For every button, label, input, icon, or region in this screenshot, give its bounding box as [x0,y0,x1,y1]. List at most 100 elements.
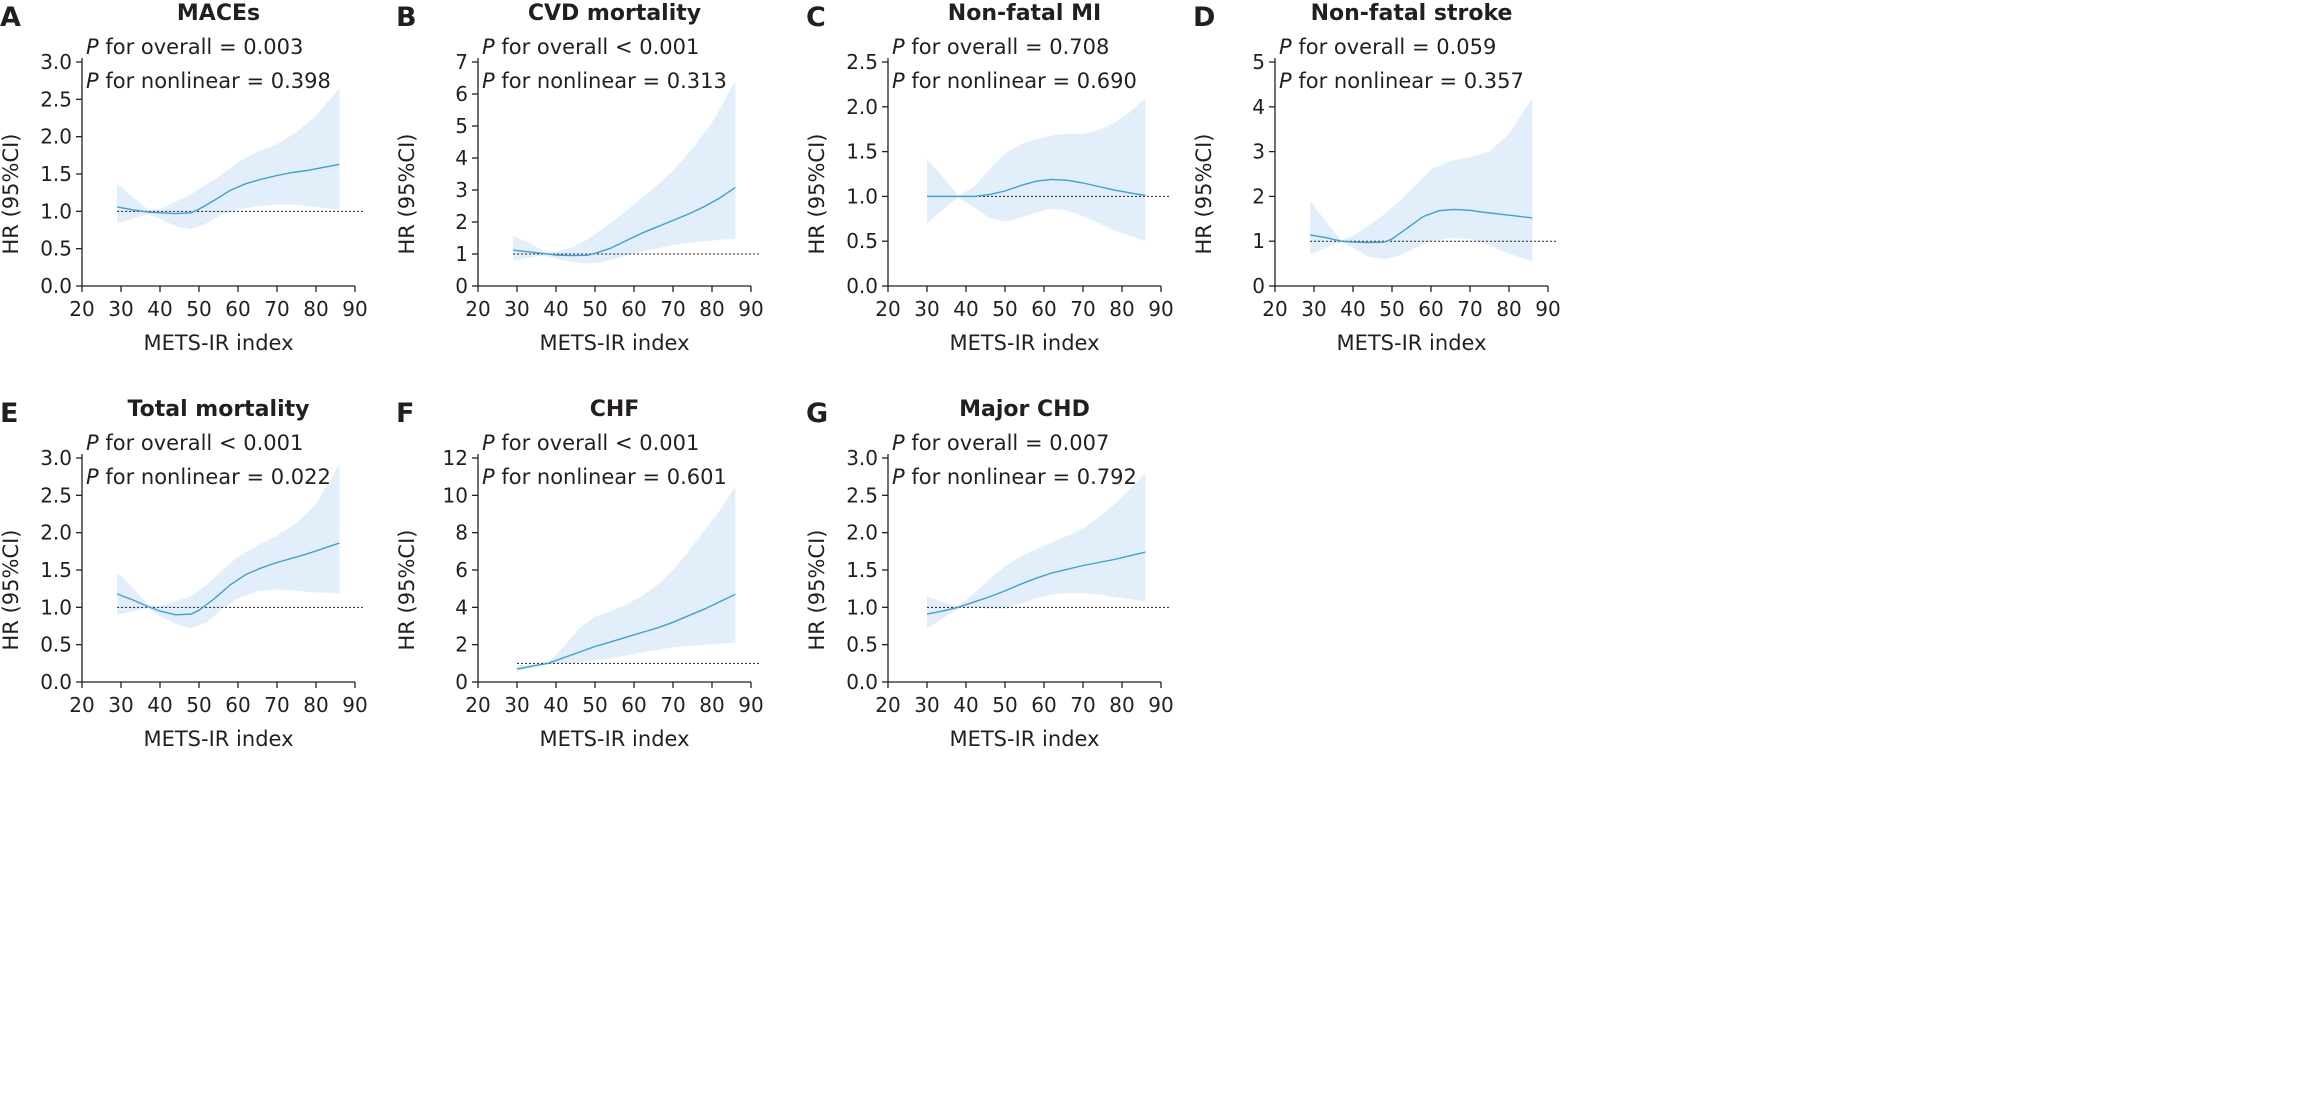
stat-value: for nonlinear = 0.601 [495,465,727,489]
y-tick-label: 3 [455,178,468,202]
y-axis-label: HR (95%CI) [0,530,23,651]
stat-nonlinear: P for nonlinear = 0.601 [482,465,727,489]
x-tick-label: 70 [1070,693,1095,717]
stat-value: for nonlinear = 0.690 [905,69,1137,93]
ci-band [117,88,340,230]
panel-letter: C [806,2,826,33]
y-tick-label: 1.0 [40,595,72,619]
y-tick-label: 0.5 [846,229,878,253]
x-tick-label: 60 [225,693,250,717]
y-tick-label: 7 [455,50,468,74]
p-symbol: P [892,35,905,59]
p-symbol: P [86,69,99,93]
y-axis-label: HR (95%CI) [805,530,829,651]
panel-b: 0 1 2 3 4 5 6 7 20 30 40 50 60 70 80 90 METS-IR index HR … [395,1,764,355]
stat-overall: P for overall = 0.059 [1279,35,1496,59]
panel-letter: F [396,398,414,429]
y-tick-label: 0 [455,274,468,298]
x-tick-label: 50 [582,693,607,717]
y-axis-label: HR (95%CI) [0,134,23,255]
y-tick-label: 5 [1252,50,1265,74]
p-symbol: P [86,431,99,455]
hr-curve [116,163,340,215]
panel-d: 0 1 2 3 4 5 20 30 40 50 60 70 80 90 METS-IR index HR (9… [1192,1,1561,355]
stat-value: for overall = 0.708 [905,35,1110,59]
stat-value: for nonlinear = 0.398 [99,69,331,93]
y-tick-label: 3.0 [846,446,878,470]
x-tick-label: 30 [914,297,939,321]
p-symbol: P [1279,69,1292,93]
hr-curve [516,593,736,670]
y-tick-label: 4 [455,146,468,170]
x-tick-label: 40 [953,297,978,321]
x-tick-label: 60 [621,297,646,321]
x-axis-label: METS-IR index [539,727,689,751]
x-tick-label: 30 [504,297,529,321]
stat-nonlinear: P for nonlinear = 0.398 [86,69,331,93]
y-tick-label: 3.0 [40,50,72,74]
y-axis-label: HR (95%CI) [805,134,829,255]
x-tick-label: 90 [738,693,763,717]
x-tick-label: 50 [992,297,1017,321]
stat-nonlinear: P for nonlinear = 0.357 [1279,69,1524,93]
y-axis-label: HR (95%CI) [1192,134,1216,255]
x-tick-label: 60 [621,693,646,717]
p-symbol: P [482,69,495,93]
x-tick-label: 40 [543,693,568,717]
stat-value: for overall = 0.007 [905,431,1110,455]
x-tick-label: 70 [660,297,685,321]
x-tick-label: 80 [699,297,724,321]
x-tick-label: 50 [582,297,607,321]
ci-band [927,97,1146,242]
x-tick-label: 60 [1031,297,1056,321]
y-tick-label: 2.5 [40,87,72,111]
ci-band [927,472,1146,629]
x-axis-label: METS-IR index [949,727,1099,751]
x-tick-label: 40 [147,297,172,321]
stat-value: for nonlinear = 0.357 [1292,69,1524,93]
panel-letter: D [1193,2,1215,33]
panel-letter: G [806,398,828,429]
x-tick-label: 90 [1535,297,1560,321]
x-tick-label: 70 [1457,297,1482,321]
x-tick-label: 20 [875,297,900,321]
ci-band [513,81,736,264]
p-symbol: P [1279,35,1292,59]
x-axis-label: METS-IR index [1336,331,1486,355]
ci-band [1310,97,1533,262]
panel-g: 0.0 0.5 1.0 1.5 2.0 2.5 3.0 20 30 40 50 60 70 80 90 MET… [805,397,1174,751]
p-symbol: P [482,431,495,455]
x-tick-label: 40 [543,297,568,321]
panel-f: 0 2 4 6 8 10 12 20 30 40 50 60 70 80 90 METS-IR index HR… [395,397,764,751]
stat-value: for overall < 0.001 [99,431,304,455]
panel-a: 0.0 0.5 1.0 1.5 2.0 2.5 3.0 20 30 40 50 60 70 80 90 MET… [0,1,368,355]
y-tick-label: 1.5 [846,140,878,164]
y-tick-label: 2 [1252,184,1265,208]
stat-overall: P for overall < 0.001 [482,431,699,455]
x-tick-label: 40 [953,693,978,717]
x-tick-label: 60 [225,297,250,321]
x-tick-label: 80 [699,693,724,717]
y-tick-label: 6 [455,82,468,106]
figure: 0.00.51.01.52.02.53.020 30 40 50 60 70 80 90MET… [0,1,1561,751]
y-tick-label: 2.0 [846,95,878,119]
y-tick-label: 3.0 [40,446,72,470]
p-symbol: P [86,465,99,489]
y-tick-label: 2 [455,633,468,657]
y-tick-label: 8 [455,521,468,545]
hr-curve [1309,208,1533,244]
y-tick-label: 4 [455,595,468,619]
stat-nonlinear: P for nonlinear = 0.313 [482,69,727,93]
y-tick-label: 6 [455,558,468,582]
x-tick-label: 60 [1418,297,1443,321]
y-tick-label: 1.0 [846,184,878,208]
x-tick-label: 20 [69,297,94,321]
y-axis-label: HR (95%CI) [395,134,419,255]
x-tick-label: 60 [1031,693,1056,717]
x-tick-label: 30 [914,693,939,717]
y-tick-label: 5 [455,114,468,138]
x-tick-label: 30 [504,693,529,717]
y-axis-label: HR (95%CI) [395,530,419,651]
p-symbol: P [892,465,905,489]
y-tick-label: 0.5 [40,237,72,261]
